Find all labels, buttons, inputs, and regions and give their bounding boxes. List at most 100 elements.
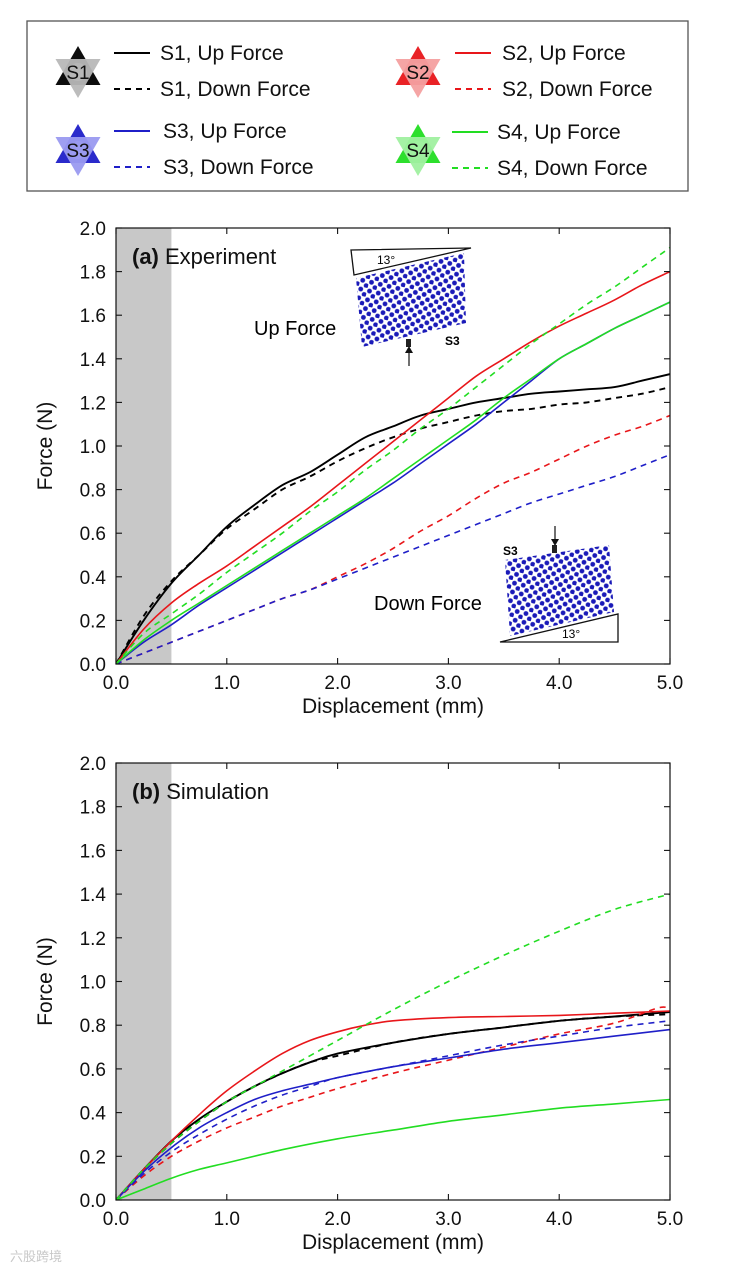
legend-label: S1, Up Force — [160, 42, 284, 65]
wedge-up-icon — [350, 247, 472, 276]
arrowhead-up-icon — [405, 346, 413, 353]
wedge-down-icon — [499, 613, 619, 643]
x-axis-label: Displacement (mm) — [302, 1231, 484, 1254]
series-line-s4-up — [116, 301, 670, 664]
legend-badge-label: S2 — [406, 63, 429, 84]
plot-frame — [115, 762, 671, 1201]
y-tick-label: 0.4 — [80, 1104, 107, 1125]
legend-label: S4, Down Force — [497, 157, 648, 180]
y-tick-label: 1.0 — [80, 437, 106, 458]
lattice-down-icon — [505, 545, 614, 636]
x-tick-label: 5.0 — [657, 1209, 683, 1230]
legend-frame — [26, 20, 689, 192]
inset-up-angle: 13° — [377, 253, 395, 267]
series-line-s2-down — [116, 1006, 670, 1200]
x-tick-label: 5.0 — [657, 673, 683, 694]
panel-title: (a) Experiment — [132, 244, 276, 269]
series-line-s4-down — [116, 893, 670, 1200]
series-line-s2-up — [116, 1010, 670, 1200]
legend-badge-s2-icon: S2 — [395, 46, 441, 98]
y-tick-label: 0.8 — [80, 481, 106, 502]
y-tick-label: 0.0 — [80, 1191, 106, 1212]
y-axis-label: Force (N) — [34, 402, 57, 491]
series-line-s4-up — [116, 1098, 670, 1200]
series-line-s3-down — [116, 1020, 670, 1200]
x-axis-label: Displacement (mm) — [302, 695, 484, 718]
x-tick-label: 2.0 — [324, 1209, 350, 1230]
panel-simulation: 0.0 0.2 0.4 0.6 0.8 1.0 1.2 1.4 1.6 1.8 2.0 0.0 1.0 2… — [34, 754, 683, 1254]
legend: S1 S1, Up Force S1, Down Force S2 S2, Up For… — [26, 20, 689, 192]
x-tick-label: 4.0 — [546, 1209, 572, 1230]
y-tick-label: 0.2 — [80, 1147, 106, 1168]
legend-label: S3, Down Force — [163, 156, 314, 179]
series-group — [116, 893, 670, 1200]
inset-up-sample: S3 — [445, 334, 460, 348]
series-line-s4-down — [116, 246, 670, 664]
legend-label: S2, Down Force — [502, 78, 653, 101]
y-tick-label: 1.0 — [80, 973, 106, 994]
series-line-s2-down — [116, 414, 670, 664]
legend-badge-s1-icon: S1 — [55, 46, 101, 98]
y-tick-label: 0.6 — [80, 1060, 106, 1081]
legend-badge-label: S4 — [406, 141, 430, 162]
panel-experiment: 0.0 0.2 0.4 0.6 0.8 1.0 1.2 1.4 1.6 1.8 2.0 0.0 1.0 2… — [34, 219, 683, 718]
inset-down-force: 13° S3 Down Force — [374, 526, 619, 643]
legend-label: S1, Down Force — [160, 78, 311, 101]
indenter-down-icon — [552, 545, 557, 553]
lattice-up-icon — [356, 253, 466, 347]
y-tick-label: 1.8 — [80, 263, 106, 284]
x-tick-label: 0.0 — [103, 673, 129, 694]
inset-down-label: Down Force — [374, 593, 482, 615]
panel-title: (b) Simulation — [132, 779, 269, 804]
indenter-up-icon — [406, 339, 411, 347]
inset-up-force: 13° S3 Up Force — [254, 247, 472, 366]
inset-down-angle: 13° — [562, 627, 580, 641]
series-group — [116, 246, 670, 664]
x-tick-label: 1.0 — [214, 673, 240, 694]
y-tick-label: 0.2 — [80, 611, 106, 632]
y-tick-label: 1.4 — [80, 350, 107, 371]
series-line-s3-down — [116, 453, 670, 664]
y-tick-label: 2.0 — [80, 754, 106, 775]
series-line-s2-up — [116, 270, 670, 664]
legend-badge-label: S1 — [66, 63, 89, 84]
y-tick-label: 1.8 — [80, 798, 106, 819]
series-line-s1-down — [116, 386, 670, 664]
y-tick-label: 1.2 — [80, 393, 106, 414]
inset-down-sample: S3 — [503, 544, 518, 558]
inset-up-label: Up Force — [254, 318, 336, 340]
panel-name: Simulation — [160, 779, 269, 804]
y-tick-label: 1.6 — [80, 841, 106, 862]
arrowhead-down-icon — [551, 539, 559, 546]
panel-letter: (a) — [132, 244, 159, 269]
x-tick-label: 2.0 — [324, 673, 350, 694]
watermark: 六股跨境 — [10, 1249, 63, 1264]
x-tick-label: 1.0 — [214, 1209, 240, 1230]
y-axis-label: Force (N) — [34, 937, 57, 1026]
x-tick-label: 0.0 — [103, 1209, 129, 1230]
panel-letter: (b) — [132, 779, 160, 804]
shaded-region — [116, 763, 172, 1200]
legend-label: S3, Up Force — [163, 120, 287, 143]
series-line-s1-up — [116, 373, 670, 664]
y-tick-label: 0.0 — [80, 655, 106, 676]
legend-badge-label: S3 — [66, 141, 89, 162]
legend-badge-s3-icon: S3 — [55, 124, 101, 176]
y-tick-label: 2.0 — [80, 219, 106, 240]
y-tick-label: 0.8 — [80, 1016, 106, 1037]
y-tick-label: 1.4 — [80, 885, 107, 906]
legend-badge-s4-icon: S4 — [395, 124, 441, 176]
series-line-s3-up — [116, 1028, 670, 1200]
panel-name: Experiment — [159, 244, 276, 269]
y-tick-label: 1.6 — [80, 306, 106, 327]
legend-label: S4, Up Force — [497, 121, 621, 144]
y-tick-label: 0.6 — [80, 524, 106, 545]
legend-label: S2, Up Force — [502, 42, 626, 65]
y-tick-label: 1.2 — [80, 929, 106, 950]
x-tick-label: 3.0 — [435, 1209, 461, 1230]
shaded-region — [116, 228, 172, 664]
legend-entries: S1 S1, Up Force S1, Down Force S2 S2, Up For… — [55, 42, 653, 180]
y-tick-label: 0.4 — [80, 568, 107, 589]
